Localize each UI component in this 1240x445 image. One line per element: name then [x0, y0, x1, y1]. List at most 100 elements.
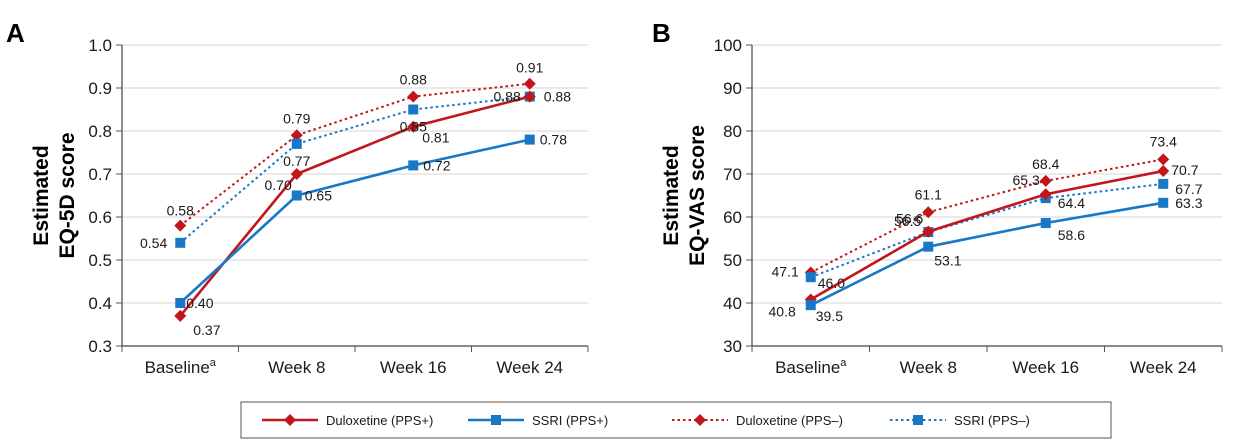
data-point: [1039, 188, 1052, 201]
chart-panel-b: B Estimated EQ-VAS score 30 40 50 60 70 80 90 100 B…: [652, 18, 1223, 377]
y-tick-label: 0.5: [88, 251, 112, 270]
data-label: 56.5: [894, 213, 921, 229]
data-label: 58.6: [1058, 227, 1085, 243]
data-label: 63.3: [1175, 195, 1202, 211]
y-tick-label: 30: [723, 337, 742, 356]
data-label: 68.4: [1032, 156, 1059, 172]
x-tick-label: Week 24: [496, 358, 563, 377]
y-tick-label: 100: [714, 36, 742, 55]
data-label: 39.5: [816, 308, 843, 324]
data-label: 61.1: [915, 186, 942, 202]
series-line: [179, 82, 530, 227]
x-tick-label: Week 8: [268, 358, 325, 377]
legend-square-marker: [913, 415, 923, 425]
y-tick-label: 0.8: [88, 122, 112, 141]
panel-letter: B: [652, 18, 671, 48]
data-point: [523, 77, 536, 90]
legend-square-marker: [491, 415, 501, 425]
series-line: [810, 201, 1164, 307]
legend-box: [240, 401, 1112, 439]
y-tick-label: 80: [723, 122, 742, 141]
data-point: [805, 300, 816, 311]
data-label: 0.79: [283, 110, 310, 126]
data-label: 0.81: [422, 130, 449, 146]
data-label: 0.88: [400, 72, 427, 88]
data-point: [290, 168, 303, 180]
data-label: 0.77: [283, 153, 310, 169]
x-tick-label: Week 8: [900, 358, 957, 377]
y-tick-label: 1.0: [88, 36, 112, 55]
y-axis-title-line2: EQ-5D score: [56, 132, 79, 258]
legend-label: Duloxetine (PPS–): [736, 413, 843, 428]
data-point: [175, 298, 186, 308]
x-tick-superscript: a: [840, 357, 847, 369]
y-tick-label: 90: [723, 79, 742, 98]
data-label: 70.7: [1171, 162, 1198, 178]
data-label: 0.91: [516, 60, 543, 76]
y-axis-title-line1: Estimated: [30, 145, 53, 245]
data-label: 0.54: [140, 235, 167, 251]
chart-panel-a: A Estimated EQ-5D score 0.3 0.4 0.5 0.6 0.7 0.8 0…: [6, 18, 589, 377]
panel-letter: A: [6, 18, 25, 48]
y-tick-label: 60: [723, 208, 742, 227]
data-label: 0.85: [400, 119, 427, 135]
data-label: 47.1: [772, 263, 799, 279]
x-tick-label: Week 16: [380, 358, 447, 377]
x-tick-label: Week 24: [1130, 358, 1197, 377]
y-tick-label: 0.4: [88, 294, 112, 313]
data-label: 0.72: [423, 157, 450, 173]
data-point: [922, 206, 935, 219]
data-point: [1039, 174, 1052, 187]
y-tick-label: 0.6: [88, 208, 112, 227]
data-point: [408, 104, 419, 115]
legend-diamond-marker: [284, 414, 296, 426]
data-point: [290, 129, 303, 142]
x-tick-label: Baselinea: [775, 357, 847, 377]
x-tick-label: Week 16: [1012, 358, 1079, 377]
y-axis-title-line2: EQ-VAS score: [686, 125, 709, 266]
data-label: 56.6: [896, 211, 923, 227]
data-label: 65.3: [1013, 172, 1040, 188]
data-point: [1158, 178, 1169, 189]
data-point: [1157, 153, 1170, 166]
y-tick-label: 40: [723, 294, 742, 313]
data-point: [1157, 164, 1170, 177]
data-label: 0.70: [265, 177, 292, 193]
y-tick-label: 70: [723, 165, 742, 184]
legend-diamond-marker: [694, 414, 706, 426]
data-label: 53.1: [934, 253, 961, 269]
data-point: [408, 160, 419, 171]
data-label: 0.88: [494, 89, 521, 105]
data-label: 0.37: [193, 322, 220, 338]
series-line: [179, 95, 530, 244]
data-point: [1158, 197, 1169, 208]
y-tick-label: 0.9: [88, 79, 112, 98]
data-point: [923, 241, 934, 252]
legend-label: SSRI (PPS+): [532, 413, 608, 428]
data-label: 0.40: [186, 295, 213, 311]
data-label: 64.4: [1058, 195, 1085, 211]
data-point: [407, 90, 420, 103]
data-point: [523, 90, 536, 103]
legend-label: SSRI (PPS–): [954, 413, 1030, 428]
data-point: [174, 309, 187, 322]
series-line: [810, 182, 1164, 279]
y-axis-title-line1: Estimated: [660, 145, 683, 245]
data-label: 46.0: [818, 275, 845, 291]
legend-label: Duloxetine (PPS+): [326, 413, 433, 428]
data-label: 0.78: [540, 132, 567, 148]
data-point: [174, 219, 187, 232]
series-line: [179, 138, 531, 304]
data-label: 67.7: [1175, 181, 1202, 197]
series-line: [810, 169, 1164, 301]
data-point: [407, 120, 420, 133]
data-point: [805, 272, 816, 283]
y-tick-label: 0.3: [88, 337, 112, 356]
data-point: [291, 138, 302, 149]
data-point: [175, 237, 186, 248]
data-label: 73.4: [1150, 133, 1177, 149]
data-point: [291, 190, 302, 201]
data-label: 0.58: [167, 203, 194, 219]
series-line: [810, 158, 1164, 274]
